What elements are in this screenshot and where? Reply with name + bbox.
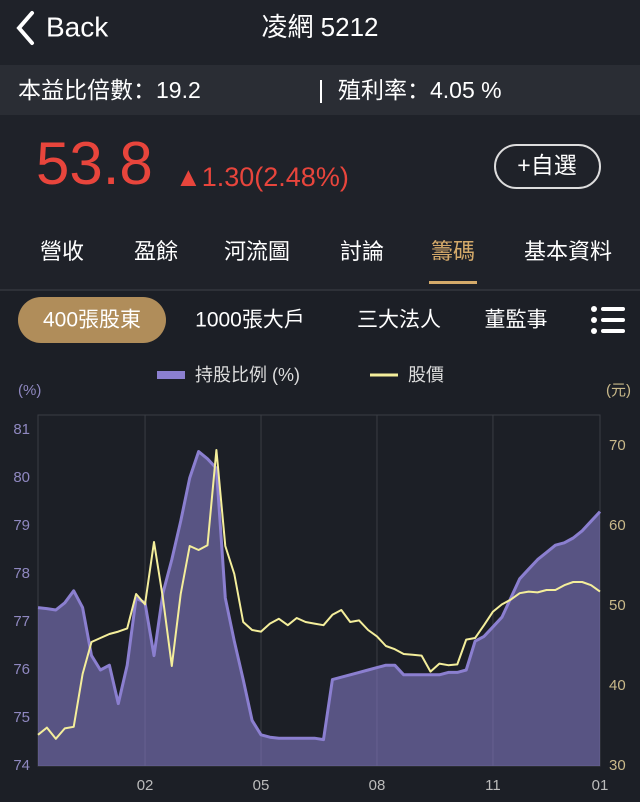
- y2-tick-label: 60: [609, 517, 626, 534]
- menu-icon[interactable]: [591, 306, 625, 334]
- x-tick-label: 11: [485, 777, 501, 794]
- y2-tick-label: 40: [609, 677, 626, 694]
- chart: (%) (元) 74 75 76 77 78 79 80 81 30 40 50 60 70 02 05 08 11…: [13, 365, 631, 794]
- subtab[interactable]: 400張股東: [43, 309, 141, 332]
- y-tick-label: 76: [13, 661, 30, 678]
- pe-ratio: 本益比倍數：19.2: [18, 77, 201, 103]
- x-tick-label: 08: [369, 777, 386, 794]
- y-tick-label: 78: [13, 565, 30, 582]
- tab-bar: 營收 盈餘 河流圖 討論 籌碼 基本資料: [40, 239, 612, 284]
- tab[interactable]: 討論: [340, 239, 384, 264]
- legend-label: 持股比例 (%): [195, 365, 300, 385]
- x-tick-label: 05: [253, 777, 270, 794]
- subtab-bar: 400張股東 1000張大戶 三大法人 董監事: [18, 297, 548, 343]
- watch-button[interactable]: [494, 144, 601, 189]
- area: [38, 451, 600, 766]
- header-bar: [0, 0, 640, 65]
- x-tick-label: 02: [137, 777, 154, 794]
- watch-label[interactable]: +自選: [517, 152, 576, 178]
- subtab[interactable]: 1000張大戶: [195, 309, 305, 332]
- dividend-yield: 殖利率：4.05 %: [338, 77, 502, 103]
- line: [37, 449, 601, 740]
- line: [37, 450, 602, 742]
- back-icon[interactable]: [16, 11, 34, 45]
- page-title: 凌網 5212: [261, 12, 378, 42]
- tab-underline: [429, 281, 477, 284]
- subtab[interactable]: 三大法人: [357, 309, 441, 332]
- back-button[interactable]: Back: [46, 11, 109, 42]
- tab[interactable]: 籌碼: [431, 239, 475, 264]
- legend-label: 股價: [408, 365, 444, 385]
- tab[interactable]: 營收: [40, 239, 84, 264]
- y2-axis-label: (元): [606, 382, 631, 399]
- subtab[interactable]: 董監事: [485, 309, 548, 332]
- y2-tick-label: 50: [609, 597, 626, 614]
- legend-swatch: [157, 371, 185, 379]
- y-tick-label: 74: [13, 757, 30, 774]
- tab[interactable]: 基本資料: [524, 239, 612, 264]
- subtab-pill[interactable]: [18, 297, 166, 343]
- price-change: ▲1.30(2.48%): [175, 162, 349, 192]
- y-axis-label: (%): [18, 382, 41, 399]
- tab[interactable]: 盈餘: [134, 239, 178, 264]
- price: 53.8: [36, 130, 153, 197]
- y-tick-label: 77: [13, 613, 30, 630]
- y2-tick-label: 70: [609, 437, 626, 454]
- x-tick-label: 01: [592, 777, 609, 794]
- y-tick-label: 80: [13, 469, 30, 486]
- tab[interactable]: 河流圖: [224, 239, 290, 264]
- y2-tick-label: 30: [609, 757, 626, 774]
- y-tick-label: 79: [13, 517, 30, 534]
- y-tick-label: 81: [13, 421, 30, 438]
- y-tick-label: 75: [13, 709, 30, 726]
